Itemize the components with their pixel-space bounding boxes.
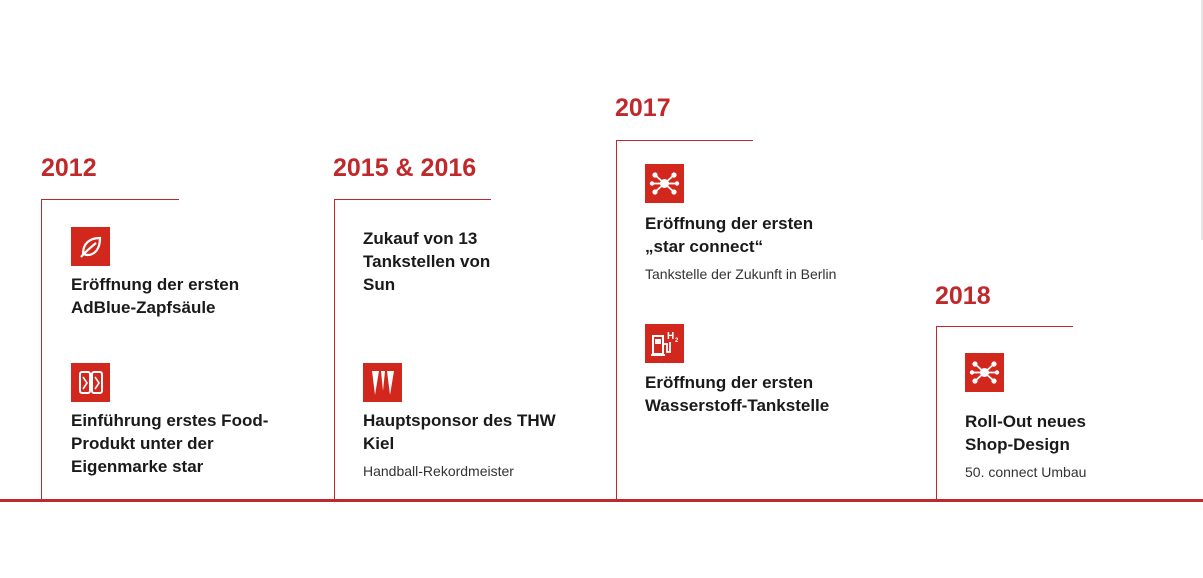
- thw-kiel-logo-icon: [363, 363, 402, 402]
- svg-text:H: H: [667, 331, 674, 342]
- year-label-2012: 2012: [41, 154, 97, 182]
- milestone-subtitle: 50. connect Umbau: [965, 464, 1087, 480]
- year-label-2018: 2018: [935, 282, 991, 310]
- milestone-subtitle: Handball-Rekordmeister: [363, 463, 514, 479]
- year-rule-2012: [41, 199, 179, 200]
- year-stem-2012: [41, 199, 42, 500]
- hydrogen-pump-icon: H 2: [645, 324, 684, 363]
- network-icon: [645, 164, 684, 203]
- milestone-title: Eröffnung der ersten Wasserstoff-Tankste…: [645, 373, 830, 415]
- milestone-title: Hauptsponsor des THW Kiel: [363, 411, 556, 453]
- year-label-2017: 2017: [615, 94, 671, 122]
- year-label-2015-2016: 2015 & 2016: [333, 154, 477, 182]
- network-icon: [965, 353, 1004, 392]
- milestone-title: Roll-Out neues Shop-Design: [965, 412, 1086, 454]
- milestone-title: Zukauf von 13 Tankstellen von Sun: [363, 229, 491, 294]
- year-stem-2017: [616, 140, 617, 500]
- year-rule-2018: [936, 326, 1073, 327]
- milestone-title: Einführung erstes Food-Produkt unter der…: [71, 411, 269, 476]
- timeline-baseline: [0, 499, 1203, 502]
- milestone-subtitle: Tankstelle der Zukunft in Berlin: [645, 266, 837, 282]
- milestone-title: Eröffnung der ersten AdBlue-Zapfsäule: [71, 275, 240, 317]
- food-icon: [71, 363, 110, 402]
- year-rule-2017: [616, 140, 753, 141]
- year-stem-2015-2016: [334, 199, 335, 500]
- year-stem-2018: [936, 326, 937, 500]
- right-edge-strip: [1201, 0, 1203, 240]
- year-rule-2015-2016: [334, 199, 491, 200]
- milestone-title: Eröffnung der ersten „star connect“: [645, 214, 814, 256]
- leaf-icon: [71, 227, 110, 266]
- svg-text:2: 2: [675, 338, 679, 344]
